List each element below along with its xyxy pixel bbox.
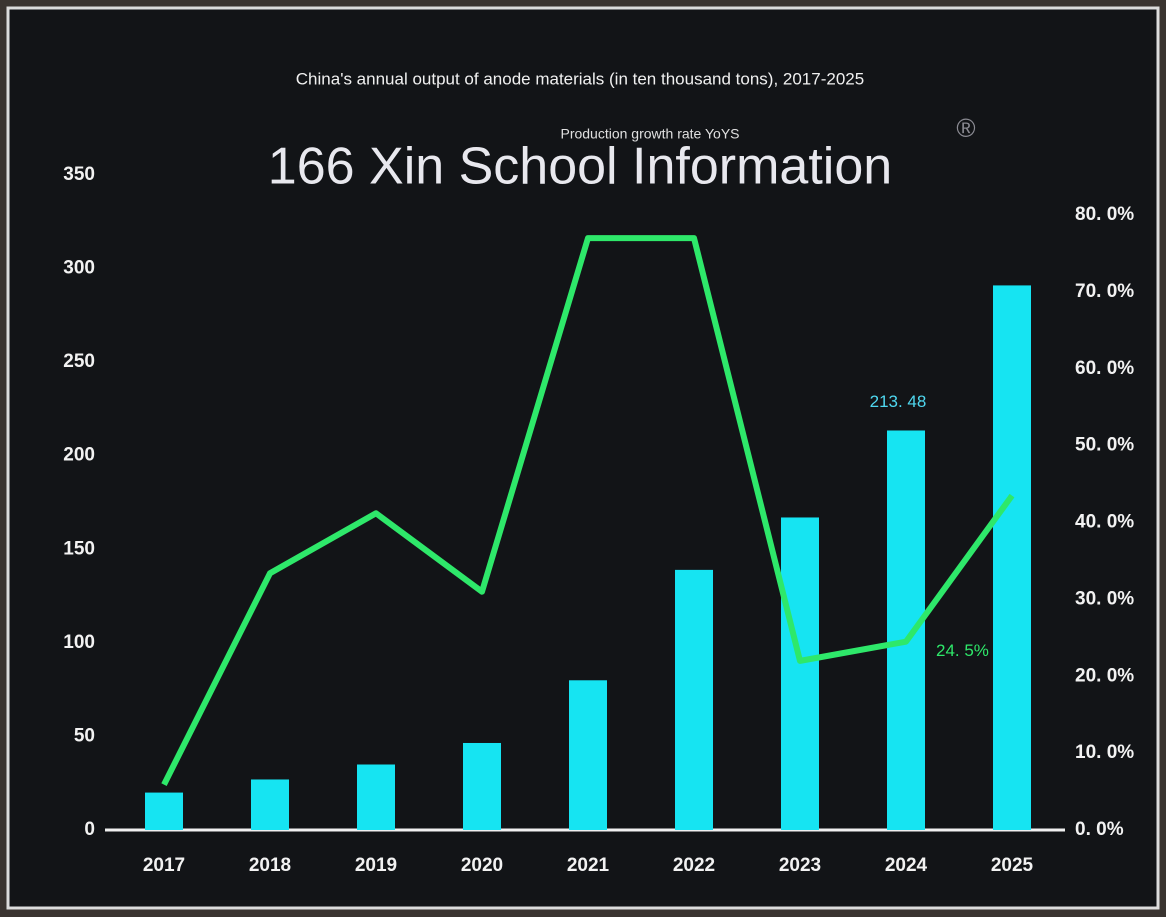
bar — [569, 680, 607, 830]
y-tick-label: 250 — [63, 351, 95, 372]
x-tick-label: 2023 — [779, 855, 821, 876]
x-tick-label: 2024 — [885, 855, 928, 876]
y-tick-label: 0 — [84, 819, 95, 840]
bar — [887, 430, 925, 830]
y2-tick-label: 20. 0% — [1075, 665, 1134, 686]
bar — [251, 779, 289, 830]
bar — [145, 792, 183, 830]
x-tick-label: 2018 — [249, 855, 291, 876]
y-tick-label: 150 — [63, 538, 95, 559]
bar — [675, 569, 713, 830]
growth-line — [161, 235, 1015, 786]
x-tick-label: 2020 — [461, 855, 503, 876]
y2-tick-label: 30. 0% — [1075, 588, 1134, 609]
line-value-label: 24. 5% — [936, 641, 989, 660]
y2-tick-label: 10. 0% — [1075, 742, 1134, 763]
x-tick-label: 2022 — [673, 855, 715, 876]
bar-value-label: 213. 48 — [870, 392, 927, 411]
y-tick-label: 350 — [63, 164, 95, 185]
x-tick-label: 2017 — [143, 855, 185, 876]
y-tick-label: 50 — [74, 725, 95, 746]
y2-tick-label: 0. 0% — [1075, 819, 1124, 840]
y-tick-label: 300 — [63, 258, 95, 279]
y2-tick-label: 70. 0% — [1075, 281, 1134, 302]
x-tick-label: 2025 — [991, 855, 1034, 876]
x-tick-label: 2021 — [567, 855, 610, 876]
bar — [357, 764, 395, 830]
chart-title: China's annual output of anode materials… — [296, 69, 864, 88]
y2-tick-label: 50. 0% — [1075, 435, 1134, 456]
bar — [463, 742, 501, 830]
legend-label: Production growth rate YoYS — [560, 126, 739, 142]
y-tick-label: 200 — [63, 445, 95, 466]
y2-tick-label: 80. 0% — [1075, 204, 1134, 225]
bar — [781, 517, 819, 830]
watermark-mark: ® — [956, 113, 975, 143]
bar — [993, 285, 1031, 830]
y2-tick-label: 60. 0% — [1075, 358, 1134, 379]
watermark: 166 Xin School Information — [268, 138, 892, 196]
x-tick-label: 2019 — [355, 855, 397, 876]
y2-tick-label: 40. 0% — [1075, 512, 1134, 533]
y-tick-label: 100 — [63, 632, 95, 653]
